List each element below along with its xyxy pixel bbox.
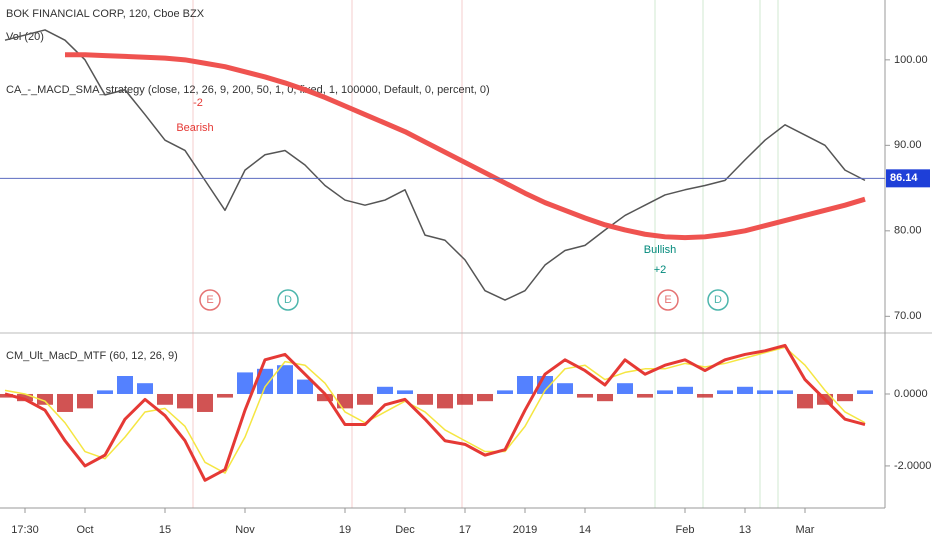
- histogram-bar: [357, 393, 373, 405]
- x-tick-label: 13: [739, 524, 751, 536]
- histogram-bar: [557, 383, 573, 394]
- event-marker: [277, 289, 299, 311]
- histogram-bar: [277, 365, 293, 394]
- y-tick-label: 80.00: [894, 225, 922, 237]
- indicator-label: CA_-_MACD_SMA_strategy (close, 12, 26, 9…: [6, 84, 490, 96]
- histogram-bar: [37, 393, 53, 405]
- histogram-bar: [797, 393, 813, 409]
- series-line: [65, 52, 866, 241]
- last-price-label: 86.14: [890, 172, 918, 184]
- histogram-bar: [737, 386, 753, 394]
- event-marker: [657, 289, 679, 311]
- histogram-bar: [657, 390, 673, 394]
- histogram-bar: [617, 383, 633, 394]
- annotation: D: [284, 294, 292, 306]
- series-line: [4, 346, 866, 474]
- annotation: E: [206, 294, 213, 306]
- histogram-bar: [117, 376, 133, 394]
- y-tick-label: 0.0000: [894, 388, 928, 400]
- histogram-bar: [417, 393, 433, 405]
- histogram-bar: [177, 393, 193, 409]
- histogram-bar: [457, 393, 473, 405]
- histogram-bar: [597, 393, 613, 402]
- histogram-bar: [437, 393, 453, 409]
- x-tick-label: 2019: [513, 524, 537, 536]
- last-price-box: [886, 169, 930, 188]
- histogram-bar: [717, 390, 733, 394]
- histogram-bar: [397, 390, 413, 394]
- histogram-bar: [697, 393, 713, 398]
- histogram-bar: [677, 386, 693, 394]
- annotation: Bearish: [176, 122, 213, 134]
- histogram-bar: [377, 386, 393, 394]
- annotation: D: [714, 294, 722, 306]
- x-tick-label: Nov: [235, 524, 255, 536]
- series-line: [4, 29, 866, 301]
- histogram-bar: [297, 379, 313, 394]
- histogram-bar: [237, 372, 253, 394]
- histogram-bar: [137, 383, 153, 394]
- histogram-bar: [497, 390, 513, 394]
- indicator-label: Vol (20): [6, 31, 44, 43]
- x-tick-label: 19: [339, 524, 351, 536]
- y-tick-label: 100.00: [894, 54, 928, 66]
- histogram-bar: [857, 390, 873, 394]
- event-marker: [707, 289, 729, 311]
- chart-title: BOK FINANCIAL CORP, 120, Cboe BZX: [6, 8, 205, 20]
- histogram-bar: [337, 393, 353, 409]
- y-tick-label: -2.0000: [894, 460, 931, 472]
- histogram-bar: [757, 390, 773, 394]
- indicator-label: CM_Ult_MacD_MTF (60, 12, 26, 9): [6, 350, 178, 362]
- histogram-bar: [217, 393, 233, 398]
- y-tick-label: 70.00: [894, 310, 922, 322]
- x-tick-label: 17: [459, 524, 471, 536]
- x-tick-label: Feb: [676, 524, 695, 536]
- x-tick-label: Mar: [796, 524, 815, 536]
- histogram-bar: [77, 393, 93, 409]
- histogram-bar: [197, 393, 213, 412]
- histogram-bar: [517, 376, 533, 394]
- series-line: [4, 343, 866, 482]
- x-tick-label: 17:30: [11, 524, 39, 536]
- histogram-bar: [157, 393, 173, 405]
- annotation: -2: [193, 97, 203, 109]
- event-marker: [199, 289, 221, 311]
- x-tick-label: Dec: [395, 524, 415, 536]
- histogram-bar: [477, 393, 493, 402]
- histogram-bar: [57, 393, 73, 412]
- histogram-bar: [257, 368, 273, 394]
- histogram-bar: [577, 393, 593, 398]
- histogram-bar: [777, 390, 793, 394]
- annotation: +2: [654, 264, 667, 276]
- annotation: Bullish: [644, 244, 676, 256]
- x-tick-label: 15: [159, 524, 171, 536]
- signal-lines: [192, 0, 779, 508]
- annotation: E: [664, 294, 671, 306]
- x-tick-label: 14: [579, 524, 591, 536]
- histogram-bar: [637, 393, 653, 398]
- y-tick-label: 90.00: [894, 139, 922, 151]
- histogram-bar: [317, 393, 333, 402]
- x-tick-label: Oct: [76, 524, 93, 536]
- histogram-bar: [97, 390, 113, 394]
- histogram-bar: [17, 393, 33, 402]
- histogram-bar: [837, 393, 853, 402]
